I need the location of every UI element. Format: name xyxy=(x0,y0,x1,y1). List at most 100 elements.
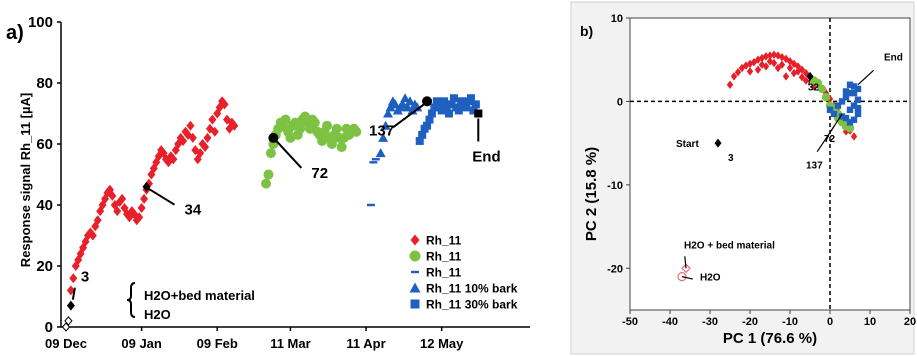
panel-a-highlights: 3 34 72 137 End xyxy=(66,96,501,311)
panel-b-point-series-2 xyxy=(850,102,858,109)
legend-label: Rh_11 xyxy=(426,266,462,280)
panel-a-point-series-1 xyxy=(261,178,272,189)
annotation-marker-h2o xyxy=(677,272,687,282)
panel-b-point-series-2 xyxy=(830,110,838,118)
panel-b-point-series-2 xyxy=(842,114,850,122)
panel-b-point-series-0 xyxy=(766,57,774,66)
panel-b-point-series-2 xyxy=(846,119,854,126)
panel-a-point-series-3 xyxy=(402,102,413,112)
panel-b-ticks: -50 -40 -30 -20 -10 0 10 20 10 0 -10 -20 xyxy=(607,13,916,328)
panel-a-y-tick-label: 20 xyxy=(36,258,53,275)
highlight-arrow xyxy=(275,140,303,169)
panel-a-reference-point xyxy=(61,322,71,332)
panel-a-point-series-3 xyxy=(383,108,394,118)
panel-a-point-series-0 xyxy=(135,212,144,223)
panel-a-y-tick-label: 100 xyxy=(28,14,53,31)
legend-marker xyxy=(410,299,420,309)
legend-label: Rh_11 xyxy=(426,234,462,248)
annotation-label-32: 32 xyxy=(808,82,820,93)
panel-a-point-series-4 xyxy=(440,97,449,106)
panel-a-point-series-1 xyxy=(331,123,342,134)
panel-b-point-series-1 xyxy=(845,123,855,133)
panel-b-point-series-0 xyxy=(754,65,762,74)
panel-a-point-series-3 xyxy=(404,96,415,106)
panel-a-point-series-4 xyxy=(462,103,471,112)
panel-b-point-series-2 xyxy=(846,81,854,88)
annotation-label-3: 3 xyxy=(728,153,734,164)
panel-a-point-series-0 xyxy=(188,132,197,143)
panel-b-point-series-0 xyxy=(766,51,774,60)
panel-a-point-series-4 xyxy=(437,106,446,115)
panel-b-point-series-2 xyxy=(846,89,854,97)
panel-a-point-series-0 xyxy=(169,154,178,165)
panel-a-point-series-1 xyxy=(351,126,362,137)
panel-a-label: a) xyxy=(6,22,24,44)
panel-a-x-tick-label: 12 May xyxy=(420,336,464,351)
panel-b-point-series-0 xyxy=(790,68,798,78)
highlight-marker-end xyxy=(474,109,483,118)
panel-a-point-series-3 xyxy=(397,99,408,109)
reference-label-h2o-bed: H2O+bed material xyxy=(144,288,255,303)
panel-b-point-series-0 xyxy=(726,80,734,89)
panel-a-point-series-0 xyxy=(118,193,127,204)
highlight-label-3: 3 xyxy=(81,269,89,286)
annotation-arrow-32 xyxy=(808,76,811,85)
panel-a: a) Response signal Rh_11 [µA] 0 20 40 60 80 1… xyxy=(6,14,530,351)
panel-a-point-series-0 xyxy=(186,120,195,131)
annotation-label-h2o-bed-material: H2O + bed material xyxy=(684,240,775,251)
panel-a-marks xyxy=(61,93,483,332)
panel-b-point-series-2 xyxy=(838,113,846,120)
panel-b-point-series-0 xyxy=(774,63,782,73)
legend-marker xyxy=(409,282,421,293)
panel-a-point-series-1 xyxy=(326,139,337,149)
panel-a-y-tick-label: 0 xyxy=(45,319,53,336)
panel-a-point-series-0 xyxy=(179,135,188,146)
panel-a-point-series-0 xyxy=(196,148,205,159)
panel-b-point-series-2 xyxy=(850,83,858,90)
panel-b-point-series-2 xyxy=(850,116,858,123)
reference-label-h2o: H2O xyxy=(144,307,171,322)
panel-a-point-series-1 xyxy=(280,114,291,125)
panel-a-point-series-0 xyxy=(201,142,210,153)
annotation-label-start: Start xyxy=(676,139,699,150)
panel-b-reference-lines xyxy=(630,18,910,310)
panel-b-point-series-2 xyxy=(846,106,854,113)
panel-b-point-series-2 xyxy=(842,88,850,95)
panel-a-legend: Rh_11 Rh_11 Rh_11 Rh_11 10% bark Rh_11 30% b… xyxy=(409,234,518,312)
panel-a-y-tick-label: 60 xyxy=(36,136,53,153)
legend-label: Rh_11 xyxy=(426,250,462,264)
panel-b-y-tick-label: 0 xyxy=(617,96,623,108)
panel-b-point-series-0 xyxy=(786,63,794,73)
panel-a-point-series-3 xyxy=(412,102,423,112)
panel-a-point-series-1 xyxy=(295,123,306,134)
panel-a-point-series-1 xyxy=(265,148,276,159)
panel-a-point-series-0 xyxy=(208,114,217,125)
panel-a-point-series-2 xyxy=(371,158,380,161)
annotation-marker-h2o-bed-material xyxy=(681,263,691,274)
panel-b-point-series-0 xyxy=(782,72,790,81)
panel-a-point-series-0 xyxy=(88,230,97,241)
annotation-arrow-137 xyxy=(816,126,835,152)
panel-a-point-series-0 xyxy=(108,190,117,201)
panel-b-x-tick-label: 0 xyxy=(827,316,833,328)
annotation-label-137: 137 xyxy=(806,160,823,171)
annotation-arrow-h2o-bed-material xyxy=(684,256,687,269)
panel-a-point-series-4 xyxy=(447,100,456,109)
panel-b-annotations: 32 End 72 137 Start 3 H2O + bed material H2O xyxy=(676,53,903,284)
panel-b-plot-area xyxy=(629,17,911,311)
highlight-marker-3 xyxy=(66,300,75,311)
panel-b-point-series-1 xyxy=(817,84,827,94)
panel-a-point-series-0 xyxy=(210,126,219,137)
panel-a-x-tick-label: 11 Mar xyxy=(270,336,310,351)
panel-b-point-series-2 xyxy=(842,94,850,101)
panel-a-y-tick-label: 40 xyxy=(36,197,53,214)
panel-a-point-series-4 xyxy=(435,100,444,109)
panel-a-y-ticks: 0 20 40 60 80 100 xyxy=(28,14,61,336)
panel-b-point-series-0 xyxy=(802,76,810,85)
panel-a-point-series-2 xyxy=(369,161,378,164)
panel-b-point-series-2 xyxy=(834,102,842,109)
panel-b-point-series-0 xyxy=(798,73,806,82)
panel-b-point-series-2 xyxy=(826,106,834,113)
panel-a-point-series-0 xyxy=(220,99,229,110)
